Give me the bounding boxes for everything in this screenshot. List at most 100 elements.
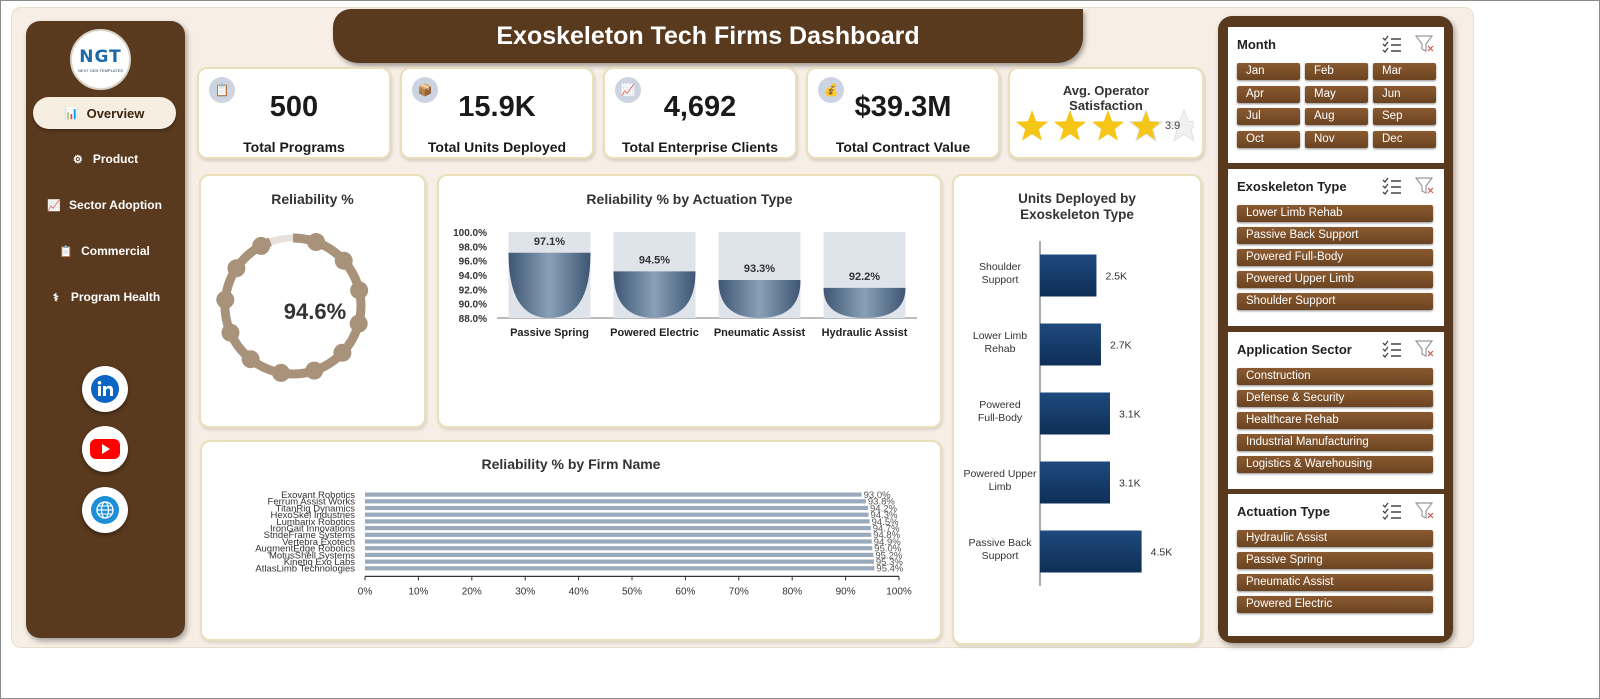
slicer-item[interactable]: Feb <box>1305 63 1368 80</box>
slicer-item[interactable]: Pneumatic Assist <box>1237 574 1433 591</box>
star-icon <box>1053 110 1087 141</box>
nav-item-sector-adoption[interactable]: 📈 Sector Adoption <box>33 189 176 221</box>
slicer-item[interactable]: Passive Spring <box>1237 552 1433 569</box>
donut-bead <box>272 363 291 382</box>
kpi-card: 📦 15.9K Total Units Deployed <box>400 67 594 159</box>
linkedin-button[interactable] <box>82 366 128 412</box>
slicer-title: Exoskeleton Type <box>1237 179 1347 194</box>
slicer-month: Month Jan Feb Mar Apr May Jun Jul Aug Sep Oct Nov De… <box>1228 27 1444 163</box>
y-tick-label: 96.0% <box>459 257 487 268</box>
bar <box>365 532 872 537</box>
slicer-item[interactable]: Aug <box>1305 108 1368 125</box>
x-tick-label: Hydraulic Assist <box>822 327 908 339</box>
slicer-item[interactable]: Hydraulic Assist <box>1237 530 1433 547</box>
category-label: Powered Upper <box>964 468 1037 480</box>
slicer-item[interactable]: Apr <box>1237 85 1300 103</box>
bar <box>365 526 871 531</box>
website-button[interactable] <box>82 487 128 533</box>
satisfaction-card: Avg. Operator Satisfaction 3.9 <box>1008 67 1204 159</box>
slicer-item[interactable]: Logistics & Warehousing <box>1237 456 1433 473</box>
clear-filter-icon[interactable] <box>1414 340 1435 358</box>
logo-text: NGT <box>79 46 122 67</box>
donut-bead <box>252 236 271 255</box>
category-label: Shoulder <box>979 261 1022 273</box>
slicer-item[interactable]: Jan <box>1237 63 1300 80</box>
category-label: Support <box>982 550 1019 562</box>
filter-panel: Month Jan Feb Mar Apr May Jun Jul Aug Sep Oct Nov De… <box>1218 16 1453 643</box>
bar <box>1040 323 1101 366</box>
nav-item-overview[interactable]: 📊 Overview <box>33 97 176 129</box>
nav-item-commercial[interactable]: 📋 Commercial <box>33 235 176 267</box>
x-tick-label: 20% <box>462 586 482 597</box>
slicer-item[interactable]: Dec <box>1373 130 1436 148</box>
clear-filter-icon[interactable] <box>1414 502 1435 520</box>
satisfaction-label: Avg. Operator Satisfaction <box>1062 83 1150 113</box>
star-icon <box>1091 110 1125 141</box>
donut-bead <box>349 314 368 333</box>
clipboard-icon: 📋 <box>209 77 235 103</box>
category-label: Lumbarix Robotics <box>276 517 355 528</box>
slicer-item[interactable]: Powered Full-Body <box>1237 249 1433 266</box>
slicer-item[interactable]: Powered Electric <box>1237 596 1433 613</box>
bar <box>823 287 906 318</box>
slicer-item[interactable]: Oct <box>1237 130 1300 148</box>
slicer-item[interactable]: Jul <box>1237 108 1300 125</box>
slicer-item[interactable]: Shoulder Support <box>1237 293 1433 310</box>
y-tick-label: 92.0% <box>459 285 487 296</box>
category-label: Exovant Robotics <box>281 490 355 501</box>
bar <box>365 492 862 497</box>
category-label: Powered <box>979 399 1021 411</box>
kpi-value: $39.3M <box>854 91 952 123</box>
y-tick-label: 90.0% <box>459 300 487 311</box>
slicer-item[interactable]: Sep <box>1373 108 1436 125</box>
category-label: Kinetiq Exo Labs <box>284 557 356 568</box>
x-tick-label: 10% <box>408 586 428 597</box>
bar <box>1040 461 1110 504</box>
multi-select-icon[interactable] <box>1382 502 1402 520</box>
slicer-item[interactable]: Nov <box>1305 130 1368 148</box>
x-tick-label: 50% <box>622 586 642 597</box>
y-tick-label: 98.0% <box>459 242 487 253</box>
data-label: 94.3% <box>871 510 898 521</box>
data-label: 2.7K <box>1110 340 1132 352</box>
slicer-item[interactable]: Powered Upper Limb <box>1237 271 1433 288</box>
youtube-button[interactable] <box>82 426 128 472</box>
slicer-item[interactable]: Mar <box>1373 63 1436 80</box>
health-icon: ⚕ <box>52 291 59 304</box>
slicer-item[interactable]: Jun <box>1373 85 1436 103</box>
trend-chart-icon: 📈 <box>615 77 641 103</box>
data-label: 3.1K <box>1119 409 1141 421</box>
category-label: TitanRig Dynamics <box>276 503 356 514</box>
slicer-item[interactable]: Defense & Security <box>1237 390 1433 407</box>
youtube-icon <box>90 439 120 459</box>
data-label: 94.8% <box>873 530 900 541</box>
kpi-card: 💰 $39.3M Total Contract Value <box>806 67 1000 159</box>
clear-filter-icon[interactable] <box>1414 35 1435 53</box>
slicer-item[interactable]: Passive Back Support <box>1237 227 1433 244</box>
kpi-card: 📈 4,692 Total Enterprise Clients <box>603 67 797 159</box>
data-label: 94.2% <box>870 503 897 514</box>
nav-item-product[interactable]: ⚙ Product <box>33 143 176 175</box>
clear-filter-icon[interactable] <box>1414 177 1435 195</box>
data-label: 97.1% <box>534 236 565 248</box>
donut-bead <box>333 343 352 362</box>
line-chart-icon: 📈 <box>47 199 61 212</box>
category-label: Rehab <box>985 343 1016 355</box>
bar <box>1040 392 1110 435</box>
slicer-item[interactable]: Healthcare Rehab <box>1237 412 1433 429</box>
category-label: MotusShell Systems <box>269 550 355 561</box>
nav-item-program-health[interactable]: ⚕ Program Health <box>33 281 176 313</box>
data-label: 93.8% <box>868 497 895 508</box>
bar <box>365 519 870 524</box>
category-label: Passive Back <box>968 537 1032 549</box>
multi-select-icon[interactable] <box>1382 35 1402 53</box>
rating-value: 3.9 <box>1165 120 1181 132</box>
chart-title: Reliability % <box>271 191 354 207</box>
slicer-actuation-type: Actuation Type Hydraulic Assist Passive Sp… <box>1228 494 1444 636</box>
slicer-item[interactable]: Industrial Manufacturing <box>1237 434 1433 451</box>
slicer-item[interactable]: Construction <box>1237 368 1433 385</box>
multi-select-icon[interactable] <box>1382 177 1402 195</box>
slicer-item[interactable]: May <box>1305 85 1368 103</box>
slicer-item[interactable]: Lower Limb Rehab <box>1237 205 1433 222</box>
multi-select-icon[interactable] <box>1382 340 1402 358</box>
